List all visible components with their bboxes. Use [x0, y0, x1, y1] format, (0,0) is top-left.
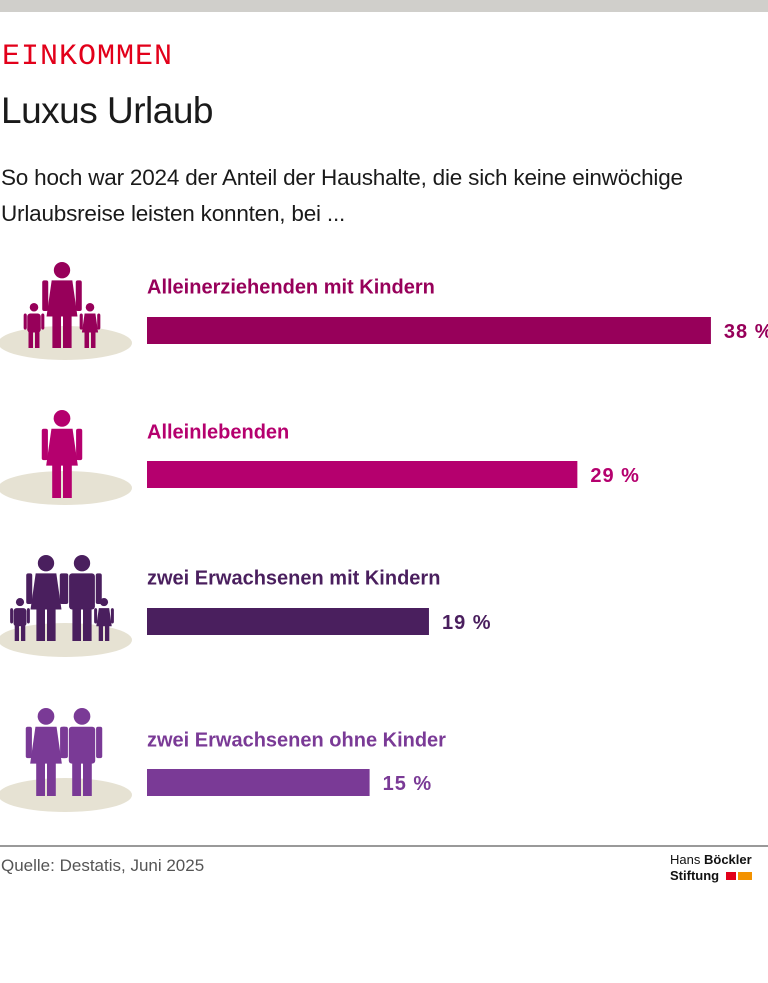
icon-arm: [96, 726, 103, 759]
person-icon: [42, 262, 82, 348]
person-icon: [25, 708, 67, 796]
category-label: Alleinerziehenden mit Kindern: [147, 276, 435, 298]
icon-leg: [36, 608, 45, 641]
source: Quelle: Destatis, Juni 2025: [1, 856, 205, 875]
icon-arm: [25, 726, 32, 759]
value-label: 29 %: [590, 465, 640, 487]
bar: [147, 608, 429, 635]
icon-head: [53, 262, 71, 279]
icon-arm: [110, 608, 114, 624]
icon-ground: [0, 778, 132, 812]
icon-leg: [83, 608, 92, 641]
icon-arm: [42, 280, 49, 312]
icon-arm: [97, 313, 101, 330]
icon-arm: [10, 608, 14, 624]
icon-arm: [26, 573, 33, 605]
icon-leg: [36, 762, 45, 796]
icon-leg: [84, 331, 89, 348]
icon-head: [53, 410, 71, 427]
icon-head: [37, 708, 55, 725]
value-label: 19 %: [442, 612, 492, 634]
icon-head: [37, 555, 55, 572]
person-icon: [26, 555, 66, 641]
icon-ground: [0, 623, 132, 657]
logo-text: Stiftung: [670, 868, 720, 883]
top-bar: [0, 0, 768, 12]
icon-head: [73, 708, 91, 725]
value-label: 38 %: [724, 321, 768, 343]
icon-body: [30, 573, 62, 610]
icon-arm: [61, 726, 68, 759]
icon-leg: [14, 625, 19, 641]
chart-subtitle: So hoch war 2024 der Anteil der Haushalt…: [1, 165, 683, 226]
icon-arm: [94, 608, 98, 624]
category-label: zwei Erwachsenen mit Kindern: [147, 567, 440, 589]
icon-body: [96, 608, 112, 627]
icon-body: [46, 280, 78, 317]
person-icon: [41, 410, 83, 498]
icon-arm: [26, 608, 30, 624]
icon-body: [68, 726, 96, 764]
icon-leg: [91, 331, 96, 348]
icon-leg: [72, 762, 81, 796]
chart-title: Luxus Urlaub: [1, 90, 214, 131]
icon-arm: [79, 313, 83, 330]
icon-head: [99, 598, 109, 607]
bar: [147, 769, 370, 796]
person-icon: [94, 598, 114, 641]
icon-head: [85, 303, 95, 312]
icon-arm: [76, 428, 83, 461]
icon-body: [46, 428, 78, 466]
category-label: zwei Erwachsenen ohne Kinder: [147, 729, 446, 751]
icon-head: [73, 555, 91, 572]
person-icon: [62, 555, 102, 641]
kicker: EINKOMMEN: [2, 40, 174, 74]
person-icon: [10, 598, 30, 641]
logo-mark: [725, 872, 736, 880]
icon-leg: [83, 762, 92, 796]
logo-text: Böckler: [703, 852, 752, 867]
icon-leg: [72, 608, 81, 641]
icon-arm: [75, 280, 82, 312]
icon-body: [27, 313, 41, 333]
icon-arm: [23, 313, 27, 330]
icon-body: [69, 573, 95, 610]
icon-leg: [105, 625, 110, 641]
person-icon: [79, 303, 101, 348]
icon-arm: [41, 313, 45, 330]
icon-body: [81, 313, 99, 333]
category-label: Alleinlebenden: [147, 421, 289, 443]
icon-leg: [35, 331, 40, 348]
bar: [147, 317, 711, 344]
icon-body: [30, 726, 62, 764]
icon-leg: [47, 608, 56, 641]
logo-text: Hans: [670, 852, 701, 867]
icon-arm: [62, 573, 69, 605]
person-icon: [61, 708, 103, 796]
logo-mark: [737, 872, 752, 880]
icon-leg: [63, 464, 72, 498]
value-label: 15 %: [383, 773, 433, 795]
icon-leg: [98, 625, 103, 641]
bar: [147, 461, 578, 488]
icon-leg: [52, 315, 61, 348]
icon-arm: [41, 428, 48, 461]
logo: Hans Böckler Stiftung: [670, 852, 752, 884]
icon-head: [29, 303, 39, 312]
icon-body: [13, 608, 27, 627]
icon-arm: [95, 573, 102, 605]
person-icon: [23, 303, 45, 348]
icon-leg: [21, 625, 26, 641]
icon-leg: [28, 331, 33, 348]
icon-leg: [63, 315, 72, 348]
icon-leg: [47, 762, 56, 796]
icon-head: [15, 598, 25, 607]
icon-leg: [52, 464, 61, 498]
